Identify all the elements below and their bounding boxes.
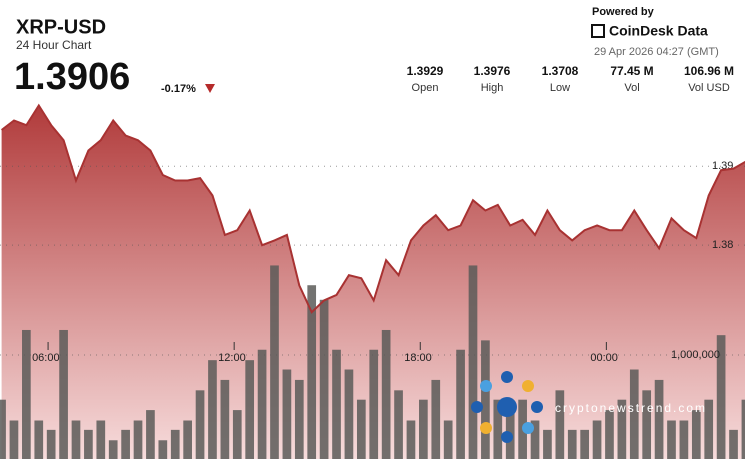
volume-bar — [493, 399, 503, 459]
x-tick-label: 18:00 — [404, 352, 432, 364]
volume-bar — [307, 285, 317, 459]
volume-bar — [270, 265, 279, 459]
stat-label: High — [481, 82, 504, 94]
volume-bar — [419, 399, 428, 459]
stat-value: 77.45 M — [610, 64, 653, 78]
price-area — [1, 105, 745, 459]
brand: CoinDesk Data — [609, 23, 708, 39]
volume-bar — [332, 349, 341, 459]
x-tick-label: 06:00 — [32, 352, 60, 364]
brand-logo — [591, 24, 605, 38]
volume-bar — [431, 379, 441, 459]
stat-value: 1.3929 — [407, 64, 444, 78]
stat-label: Low — [550, 82, 570, 94]
volume-bar — [208, 360, 217, 459]
volume-bar — [679, 420, 689, 459]
down-arrow — [205, 84, 215, 93]
volume-bar — [667, 420, 676, 459]
volume-bar — [555, 390, 565, 459]
title: XRP-USD — [16, 16, 106, 38]
volume-bar — [654, 379, 664, 459]
volume-bar — [146, 410, 155, 459]
volume-bar — [245, 360, 255, 459]
volume-bar — [356, 399, 366, 459]
subtitle: 24 Hour Chart — [16, 38, 92, 52]
volume-bar — [59, 329, 68, 459]
stat-label: Vol USD — [688, 82, 730, 94]
volume-bar — [605, 410, 614, 459]
volume-bar — [369, 349, 379, 459]
x-tick-label: 12:00 — [218, 352, 246, 364]
volume-bar — [344, 369, 354, 459]
volume-bar — [567, 429, 577, 459]
stats: 1.3929 Open 1.3976 High 1.3708 Low 77.45 M Vol 1… — [407, 64, 734, 94]
stat-value: 1.3976 — [474, 64, 511, 78]
volume-bar — [133, 420, 143, 459]
volume-bar — [121, 429, 130, 459]
volume-bar — [34, 420, 44, 459]
change: -0.17% — [161, 83, 196, 95]
volume-bar — [530, 420, 540, 459]
volume-bar — [232, 410, 242, 459]
watermark-logo — [471, 371, 543, 443]
timestamp: 29 Apr 2026 04:27 (GMT) — [594, 46, 719, 58]
volume-bar — [0, 399, 6, 459]
volume-bar — [716, 335, 726, 459]
x-tick-label: 00:00 — [590, 352, 618, 364]
volume-bar — [220, 379, 230, 459]
volume-bar — [195, 390, 205, 459]
volume-bar — [71, 420, 81, 459]
volume-bar — [580, 429, 589, 459]
volume-bar — [282, 369, 292, 459]
stat-label: Open — [412, 82, 439, 94]
volume-bar — [170, 429, 180, 459]
volume-bar — [183, 420, 192, 459]
watermark: cryptonewstrend.com — [555, 401, 707, 415]
volume-bar — [443, 420, 453, 459]
volume-bar — [158, 440, 168, 459]
volume-bar — [9, 420, 19, 459]
volume-bar — [704, 399, 714, 459]
volume-bar — [741, 399, 745, 459]
volume-bar — [468, 265, 478, 459]
volume-bar — [96, 420, 106, 459]
volume-bar — [257, 349, 267, 459]
volume-bar — [481, 340, 490, 459]
volume-bar — [642, 390, 652, 459]
stat-value: 1.3708 — [542, 64, 579, 78]
volume-bar — [456, 349, 465, 459]
volume-bar — [394, 390, 403, 459]
volume-bar — [381, 329, 391, 459]
y-tick-label: 1.38 — [712, 239, 733, 251]
volume-bar — [729, 429, 738, 459]
powered-by: Powered by — [592, 6, 655, 18]
volume-bar — [84, 429, 93, 459]
stat-value: 106.96 M — [684, 64, 734, 78]
volume-bar — [543, 429, 552, 459]
volume-bar — [592, 420, 602, 459]
y2-tick-label: 1,000,000 — [671, 349, 720, 361]
stat-label: Vol — [624, 82, 639, 94]
volume-bar — [406, 420, 416, 459]
volume-bar — [22, 329, 31, 459]
price: 1.3906 — [14, 56, 130, 98]
volume-bar — [46, 429, 56, 459]
price-line — [0, 103, 745, 314]
volume-bar — [691, 410, 701, 459]
volume-bar — [319, 299, 329, 459]
volume-bar — [617, 399, 627, 459]
volume-bar — [294, 379, 304, 459]
volume-bar — [108, 440, 118, 459]
volume-bar — [629, 369, 639, 459]
